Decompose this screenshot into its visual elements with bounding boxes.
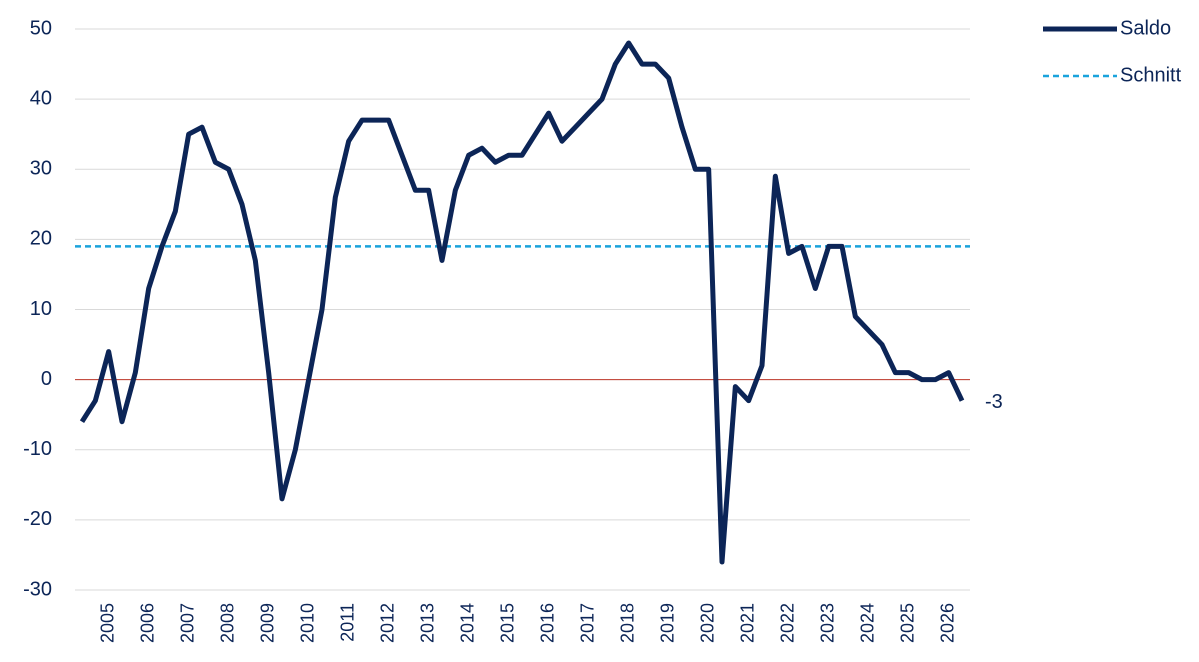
x-tick-label: 2024 [857,603,877,643]
y-tick-label: -10 [23,438,52,460]
x-tick-label: 2007 [177,603,197,643]
x-tick-label: 2015 [497,603,517,643]
legend-label: Saldo [1120,17,1171,39]
x-tick-label: 2010 [297,603,317,643]
x-tick-label: 2025 [897,603,917,643]
y-tick-label: -30 [23,578,52,600]
x-tick-label: 2014 [457,603,477,643]
x-tick-label: 2005 [97,603,117,643]
x-tick-label: 2008 [217,603,237,643]
line-series [79,40,965,565]
value-label: -3 [985,391,1003,413]
x-tick-label: 2013 [417,603,437,643]
x-tick-label: 2021 [737,603,757,643]
x-tick-label: 2019 [657,603,677,643]
x-tick-label: 2012 [377,603,397,643]
x-tick-label: 2020 [697,603,717,643]
y-tick-label: 0 [41,368,52,390]
x-tick-label: 2026 [937,603,957,643]
x-tick-label: 2009 [257,603,277,643]
y-tick-label: -20 [23,508,52,530]
y-tick-label: 20 [30,228,52,250]
x-tick-label: 2006 [137,603,157,643]
x-tick-label: 2018 [617,603,637,643]
x-tick-label: 2023 [817,603,837,643]
x-tick-label: 2017 [577,603,597,643]
x-tick-label: 2016 [537,603,557,643]
y-tick-label: 50 [30,17,52,39]
y-tick-label: 30 [30,158,52,180]
legend-label: Schnitt [1120,64,1182,86]
x-tick-label: 2022 [777,603,797,643]
y-tick-label: 10 [30,298,52,320]
x-tick-label: 2011 [337,603,357,642]
y-tick-label: 40 [30,87,52,109]
